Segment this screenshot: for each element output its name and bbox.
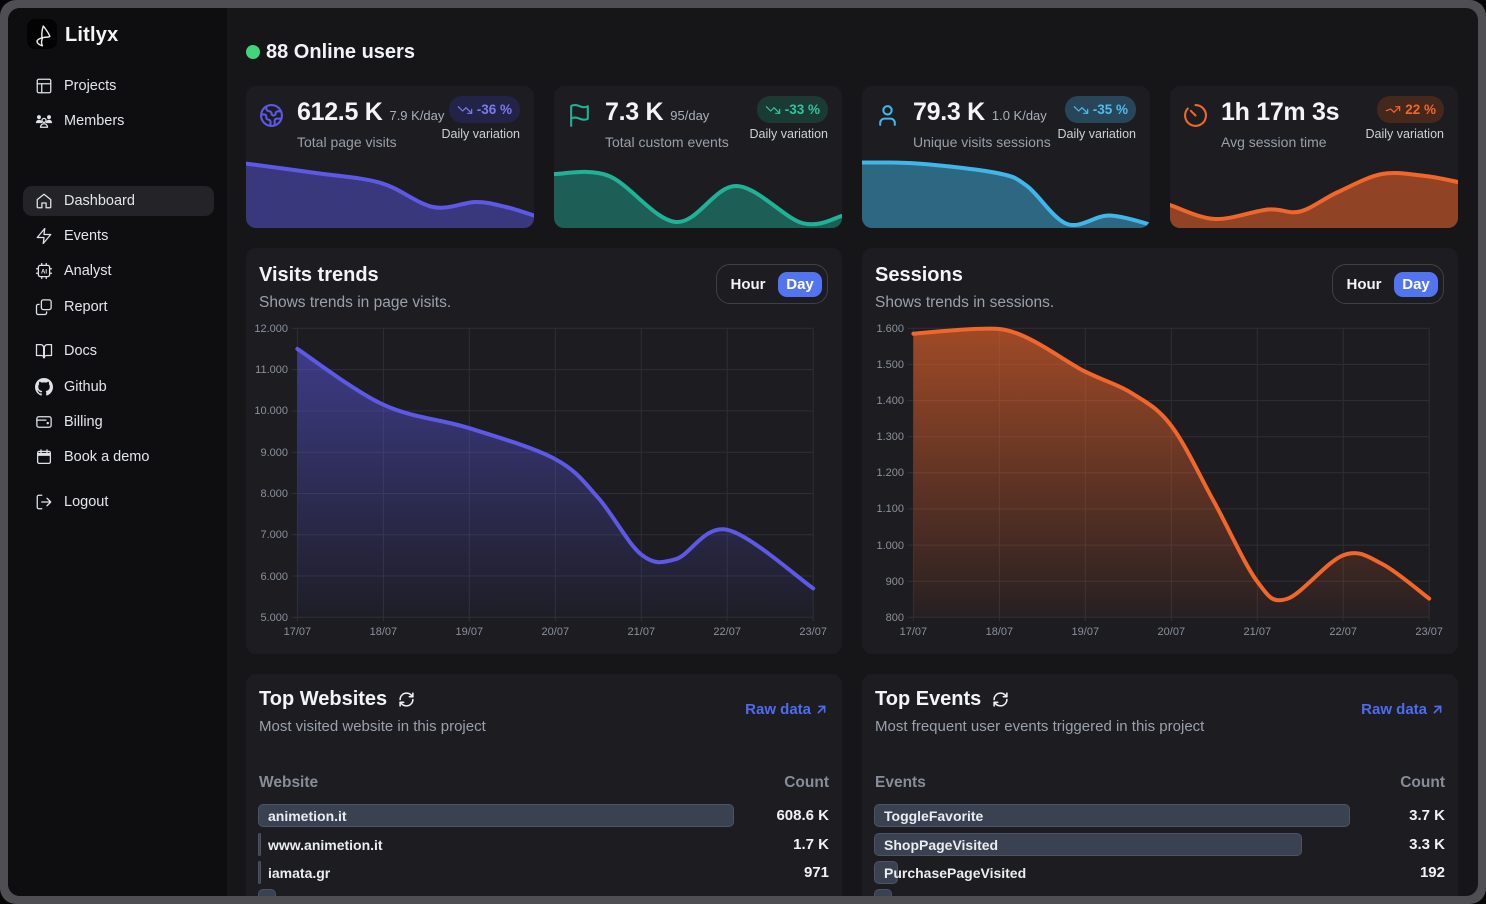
svg-text:AI: AI <box>41 270 47 276</box>
